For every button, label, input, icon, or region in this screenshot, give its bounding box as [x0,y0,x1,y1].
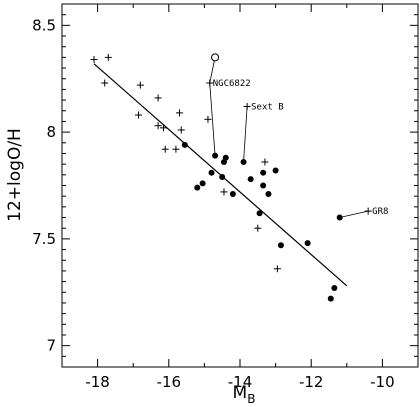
annotation-connector [209,57,216,84]
filled-dot-marker [199,180,206,187]
annotation-connector [243,106,248,163]
plus-marker [172,145,180,153]
plus-marker [220,188,228,196]
annotation-label: Sext B [251,102,284,112]
x-tick-label: -16 [157,373,182,391]
y-tick-label: 8 [46,123,56,141]
y-axis-title: 12+logO/H [5,128,25,222]
filled-dot-marker [229,191,236,198]
filled-dot-marker [220,159,227,166]
filled-dot-marker [208,169,215,176]
open-circle-marker [211,53,220,62]
filled-dot-marker [260,182,267,189]
filled-dot-marker [219,173,226,180]
x-tick-label: -12 [299,373,324,391]
annotation-connector [209,82,216,156]
plus-marker [101,79,109,87]
x-tick-label: -14 [228,373,253,391]
plus-marker [175,109,183,117]
filled-dot-marker [212,152,219,159]
plot-frame [61,3,419,368]
filled-dot-marker [194,184,201,191]
filled-dot-marker [181,141,188,148]
plus-marker [364,207,372,215]
plus-marker [254,224,262,232]
x-axis-title: MB [233,383,256,406]
plus-marker [206,79,214,87]
plus-marker [159,124,167,132]
plus-marker [104,53,112,61]
plus-marker [161,145,169,153]
axis-ticks: -18 -16 -14 -12 -10 7 7.5 8 8.5 [32,3,419,391]
filled-dot-marker [256,210,263,217]
x-tick-label: -18 [85,373,110,391]
y-tick-label: 7 [46,337,56,355]
annotation-label: NGC6822 [213,79,251,89]
y-tick-label: 7.5 [32,230,56,248]
plus-marker [273,265,281,273]
plus-marker [204,115,212,123]
plus-marker [177,126,185,134]
plus-marker [135,111,143,119]
filled-dot-marker [247,176,254,183]
plus-marker [90,56,98,64]
annotations: NGC6822 Sext B GR8 [209,57,388,218]
filled-dot-marker [260,169,267,176]
plus-marker [136,81,144,89]
x-axis-title-subscript: B [247,392,255,406]
plus-marker [243,102,251,110]
data-points [90,53,372,302]
annotation-connector [339,210,369,218]
annotation-label: GR8 [372,207,388,217]
filled-dot-marker [240,159,247,166]
filled-dot-marker [327,295,334,302]
y-tick-label: 8.5 [32,16,56,34]
plus-marker [154,94,162,102]
plot-border [61,3,419,368]
filled-dot-marker [272,167,279,174]
filled-dot-marker [304,240,311,247]
plus-marker [261,158,269,166]
filled-dot-marker [336,214,343,221]
x-axis-title-main: M [233,383,248,403]
filled-dot-marker [265,191,272,198]
x-tick-label: -10 [370,373,395,391]
plus-marker [154,122,162,130]
filled-dot-marker [331,284,338,291]
filled-dot-marker [277,242,284,249]
